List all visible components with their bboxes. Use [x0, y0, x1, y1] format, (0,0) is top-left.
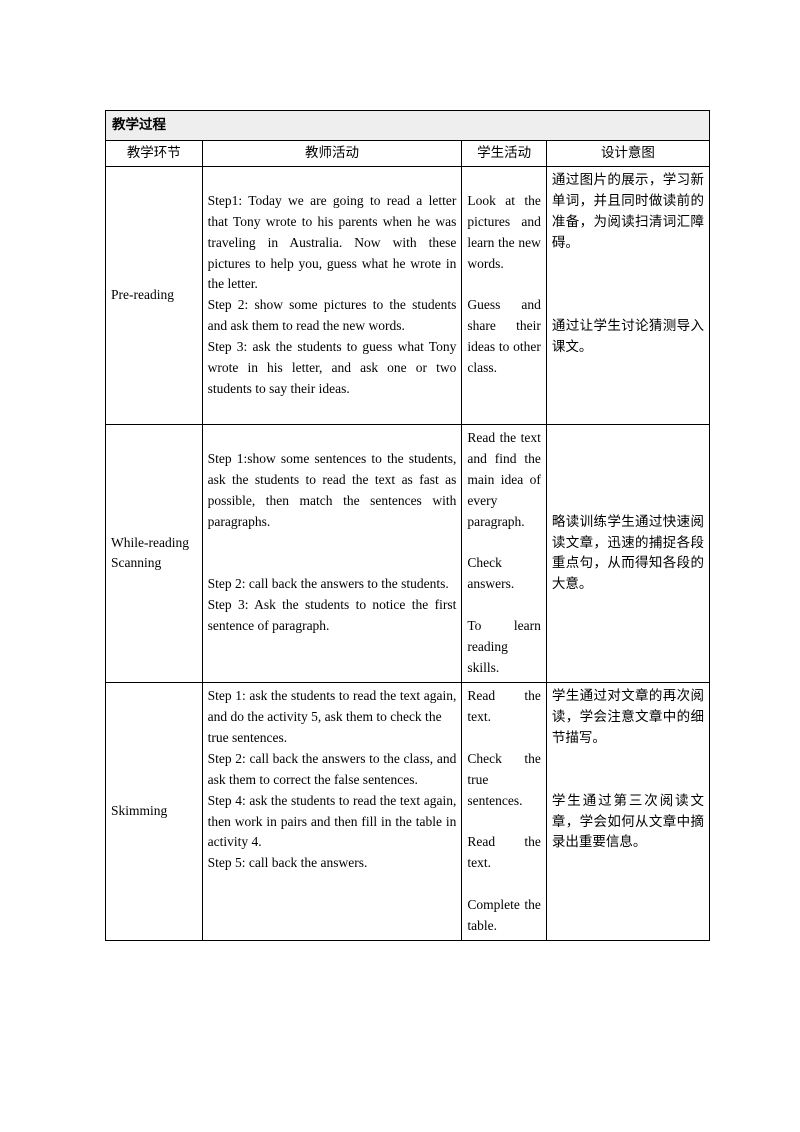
intent-cell: 学生通过对文章的再次阅读，学会注意文章中的细节描写。 学生通过第三次阅读文章，学… [546, 682, 709, 940]
intent-cell: 通过图片的展示，学习新单词，并且同时做读前的准备，为阅读扫清词汇障碍。 通过让学… [546, 166, 709, 424]
student-text: Check the true sentences. [467, 751, 541, 808]
col-header-intent: 设计意图 [546, 140, 709, 166]
table-row: Pre-reading Step1: Today we are going to… [106, 166, 710, 424]
intent-cell: 略读训练学生通过快速阅读文章，迅速的捕捉各段重点句，从而得知各段的大意。 [546, 424, 709, 682]
teacher-text: Step 1:show some sentences to the studen… [208, 451, 460, 529]
student-text: Check answers. [467, 555, 514, 591]
section-title: 教学过程 [106, 111, 710, 141]
teacher-text: Step 1: ask the students to read the tex… [208, 688, 460, 870]
lesson-plan-table: 教学过程 教学环节 教师活动 学生活动 设计意图 Pre-reading Ste… [105, 110, 710, 941]
page-container: 教学过程 教学环节 教师活动 学生活动 设计意图 Pre-reading Ste… [0, 0, 800, 1001]
teacher-text: Step1: Today we are going to read a lett… [208, 193, 460, 396]
teacher-cell: Step1: Today we are going to read a lett… [202, 166, 462, 424]
col-header-student: 学生活动 [462, 140, 547, 166]
table-row: While-reading Scanning Step 1:show some … [106, 424, 710, 682]
student-cell: Read the text and find the main idea of … [462, 424, 547, 682]
intent-text: 通过让学生讨论猜测导入课文。 [552, 318, 704, 354]
teacher-cell: Step 1:show some sentences to the studen… [202, 424, 462, 682]
table-row: Skimming Step 1: ask the students to rea… [106, 682, 710, 940]
stage-cell: While-reading Scanning [106, 424, 203, 682]
teacher-text: Step 2: call back the answers to the stu… [208, 576, 460, 633]
student-text: Read the text. [467, 688, 541, 724]
student-text: To learn reading skills. [467, 618, 541, 675]
col-header-teacher: 教师活动 [202, 140, 462, 166]
section-title-row: 教学过程 [106, 111, 710, 141]
student-cell: Read the text. Check the true sentences.… [462, 682, 547, 940]
student-text: Guess and share their ideas to other cla… [467, 297, 541, 375]
student-cell: Look at the pictures and learn the new w… [462, 166, 547, 424]
student-text: Look at the pictures and learn the new w… [467, 193, 541, 271]
stage-cell: Skimming [106, 682, 203, 940]
intent-text: 通过图片的展示，学习新单词，并且同时做读前的准备，为阅读扫清词汇障碍。 [552, 172, 704, 250]
intent-text: 学生通过第三次阅读文章，学会如何从文章中摘录出重要信息。 [552, 793, 704, 850]
col-header-stage: 教学环节 [106, 140, 203, 166]
student-text: Complete the table. [467, 897, 541, 933]
column-header-row: 教学环节 教师活动 学生活动 设计意图 [106, 140, 710, 166]
intent-text: 学生通过对文章的再次阅读，学会注意文章中的细节描写。 [552, 688, 704, 745]
teacher-cell: Step 1: ask the students to read the tex… [202, 682, 462, 940]
stage-cell: Pre-reading [106, 166, 203, 424]
intent-text: 略读训练学生通过快速阅读文章，迅速的捕捉各段重点句，从而得知各段的大意。 [552, 514, 704, 592]
student-text: Read the text and find the main idea of … [467, 430, 541, 529]
student-text: Read the text. [467, 834, 541, 870]
